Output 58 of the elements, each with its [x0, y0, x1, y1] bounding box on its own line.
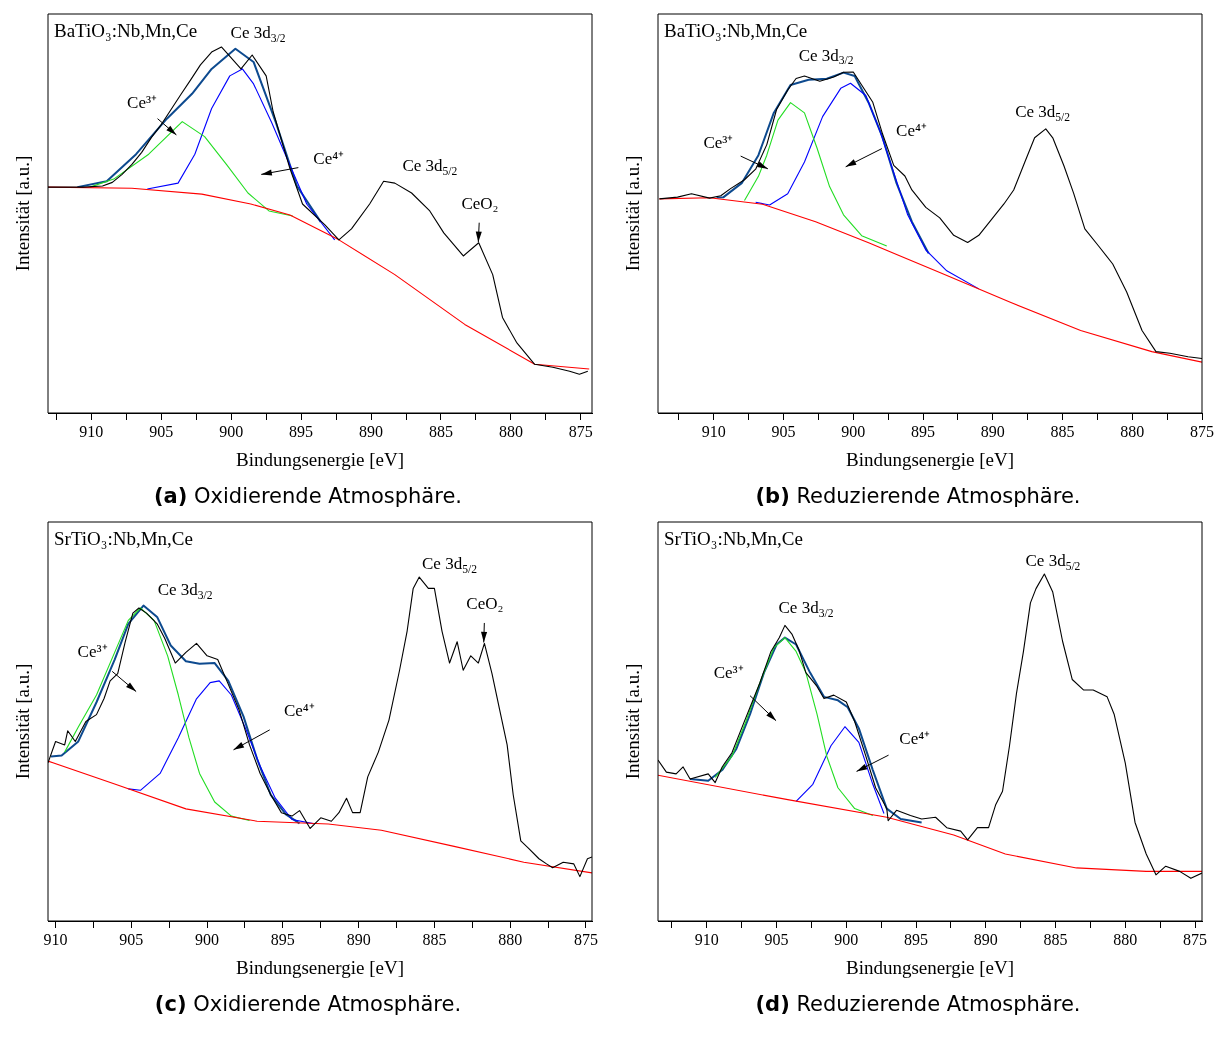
x-tick-label: 905 [771, 422, 796, 440]
annotation: Ce³⁺ [713, 662, 744, 682]
text: BaTiO₃:Nb,Mn,Ce [664, 19, 808, 41]
x-tick-label: 905 [149, 422, 174, 440]
x-tick-label: 895 [904, 930, 929, 948]
x-tick-label: 900 [219, 422, 244, 440]
annotation: Ce³⁺ [77, 642, 108, 662]
x-tick-label: 895 [911, 422, 936, 440]
x-axis-title: Bindungsenergie [eV] [236, 448, 404, 470]
x-tick-label: 910 [79, 422, 104, 440]
x-tick-label: 885 [428, 422, 453, 440]
x-axis-title: Bindungsenergie [eV] [846, 448, 1014, 470]
annotation: CeO₂ [466, 594, 504, 614]
x-axis-title: Bindungsenergie [eV] [236, 956, 404, 978]
text: (c) Oxidierende Atmosphäre. [154, 992, 462, 1018]
x-tick-label: 910 [694, 930, 719, 948]
annotation: Ce³⁺ [127, 92, 158, 112]
x-tick-label: 890 [346, 930, 371, 948]
x-tick-label: 900 [841, 422, 866, 440]
x-tick-label: 895 [289, 422, 314, 440]
text: BaTiO₃:Nb,Mn,Ce [54, 19, 198, 41]
annotation: Ce⁴⁺ [896, 121, 927, 141]
annotation: CeO₂ [461, 194, 499, 214]
x-tick-label: 905 [764, 930, 789, 948]
annotation: Ce³⁺ [703, 133, 734, 153]
y-axis-title: Intensität [a.u.] [621, 155, 643, 272]
y-axis-title: Intensität [a.u.] [11, 663, 33, 780]
x-tick-label: 885 [1050, 422, 1075, 440]
x-axis-title: Bindungsenergie [eV] [846, 956, 1014, 978]
text: (b) Reduzierende Atmosphäre. [755, 484, 1081, 510]
x-tick-label: 875 [1190, 422, 1214, 440]
x-tick-label: 885 [1043, 930, 1068, 948]
x-tick-label: 910 [701, 422, 726, 440]
text: (d) Reduzierende Atmosphäre. [755, 992, 1081, 1018]
x-tick-label: 890 [973, 930, 998, 948]
x-tick-label: 880 [1120, 422, 1145, 440]
x-tick-label: 890 [359, 422, 384, 440]
x-tick-label: 880 [1113, 930, 1138, 948]
y-axis-title: Intensität [a.u.] [621, 663, 643, 780]
x-tick-label: 895 [270, 930, 295, 948]
x-tick-label: 875 [568, 422, 593, 440]
x-tick-label: 875 [573, 930, 598, 948]
x-tick-label: 900 [834, 930, 859, 948]
x-tick-label: 875 [1183, 930, 1208, 948]
annotation: Ce⁴⁺ [283, 700, 315, 720]
y-axis-title: Intensität [a.u.] [11, 155, 33, 272]
x-tick-label: 890 [980, 422, 1005, 440]
x-tick-label: 880 [498, 422, 523, 440]
x-tick-label: 910 [43, 930, 68, 948]
x-tick-label: 880 [498, 930, 523, 948]
annotation: Ce⁴⁺ [899, 729, 931, 749]
x-tick-label: 905 [119, 930, 144, 948]
x-tick-label: 900 [195, 930, 220, 948]
annotation: Ce⁴⁺ [313, 149, 345, 169]
x-tick-label: 885 [422, 930, 447, 948]
text: SrTiO₃:Nb,Mn,Ce [54, 527, 193, 549]
text: SrTiO₃:Nb,Mn,Ce [664, 527, 803, 549]
text: (a) Oxidierende Atmosphäre. [153, 484, 462, 510]
